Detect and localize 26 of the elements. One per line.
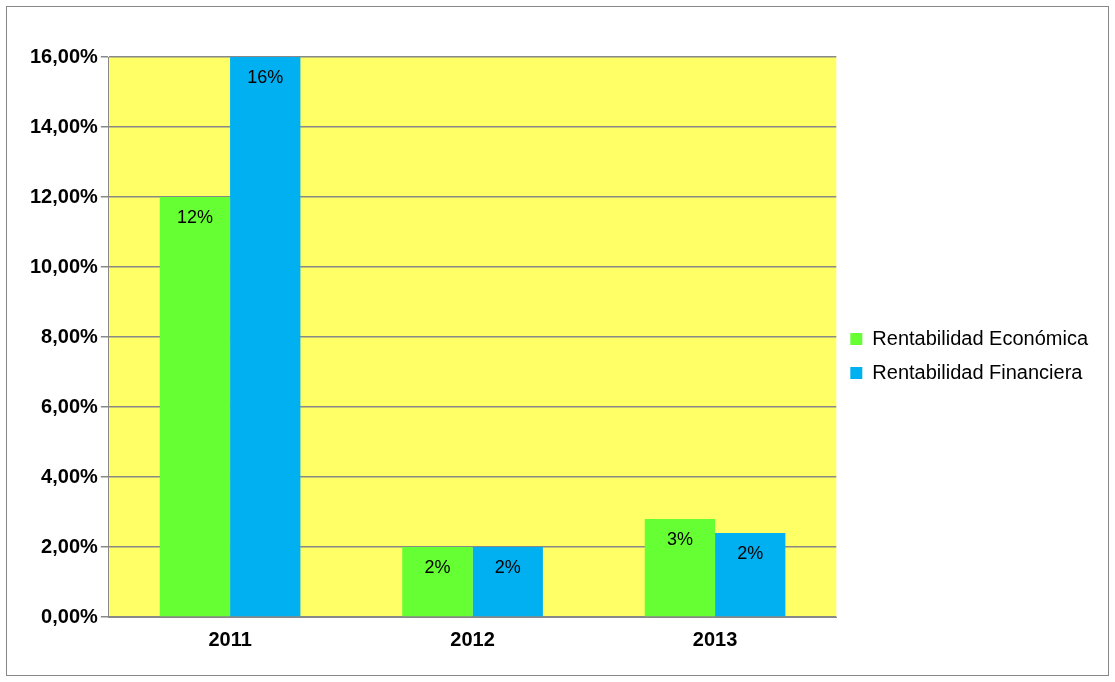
y-tick-label: 6,00% (41, 394, 99, 417)
y-tick-label: 8,00% (41, 324, 99, 347)
y-tick-label: 10,00% (29, 254, 99, 277)
bar (230, 57, 301, 617)
bar (159, 197, 231, 617)
y-tick-label: 2,00% (41, 534, 99, 557)
bar (472, 547, 543, 617)
y-tick-label: 0,00% (41, 604, 99, 627)
y-tick-label: 4,00% (41, 464, 99, 487)
data-label: 12% (176, 206, 213, 227)
bar (715, 533, 786, 617)
legend-label: Rentabilidad Económica (872, 326, 1089, 349)
y-tick-label: 14,00% (29, 114, 99, 137)
data-label: 3% (666, 528, 693, 549)
data-label: 2% (494, 556, 521, 577)
data-label: 2% (737, 542, 764, 563)
bar (644, 519, 716, 617)
bar (402, 547, 473, 617)
x-tick-label: 2011 (208, 627, 252, 650)
legend-label: Rentabilidad Financiera (872, 360, 1084, 383)
y-tick-label: 16,00% (29, 44, 99, 67)
data-label: 16% (247, 66, 284, 87)
x-tick-label: 2013 (692, 627, 738, 650)
data-label: 2% (424, 556, 451, 577)
x-tick-label: 2012 (450, 627, 495, 650)
y-tick-label: 12,00% (29, 184, 99, 207)
